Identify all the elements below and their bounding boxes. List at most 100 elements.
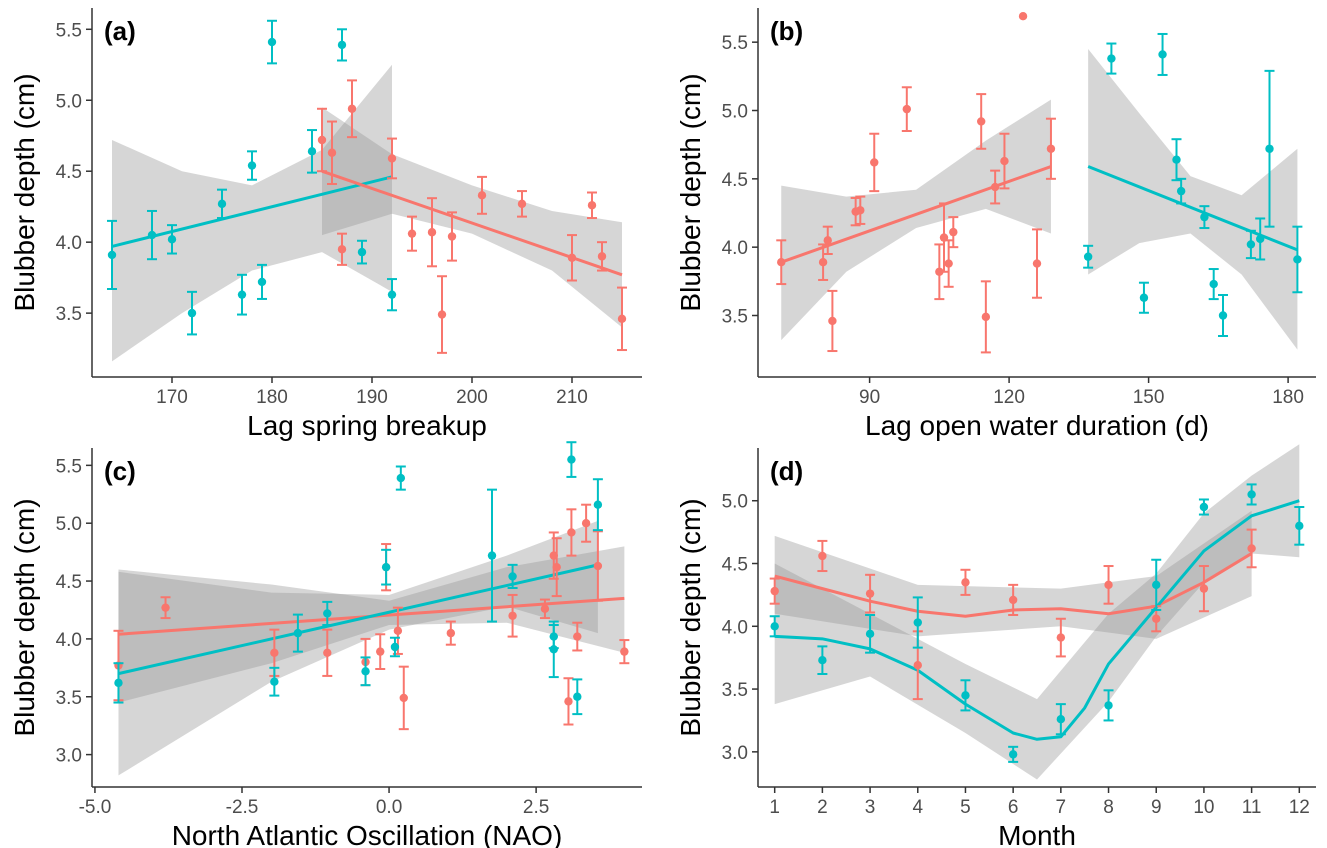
- data-point-red: [597, 252, 607, 261]
- data-point-teal: [167, 235, 177, 244]
- panel-c: -5.0 -2.5 0.0 2.5 3.0 3.5 4.0 4.5 5.0 5.5 North At…: [9, 441, 642, 848]
- x-tick-label: -5.0: [79, 797, 112, 818]
- confidence-band-teal: [774, 444, 1300, 780]
- data-point-red: [1046, 144, 1056, 153]
- panel-a: 170 180 190 200 210 3.5 4.0 4.5 5.0 5.5 Lag spring…: [9, 8, 642, 441]
- x-tick-label: 180: [1272, 387, 1304, 408]
- data-point-red: [961, 578, 970, 587]
- data-point-teal: [1158, 50, 1167, 59]
- data-point-teal: [567, 455, 576, 464]
- data-point-teal: [390, 642, 400, 652]
- x-tick-label: 190: [356, 387, 388, 408]
- y-tick-label: 5.5: [56, 456, 82, 477]
- data-point-teal: [1293, 255, 1302, 264]
- x-axis-title: Lag open water duration (d): [865, 410, 1209, 441]
- data-point-teal: [865, 629, 875, 639]
- x-tick-label: 150: [1133, 387, 1165, 408]
- fit-line-red: [780, 165, 1052, 264]
- data-point-red: [818, 551, 827, 561]
- x-axis-title: Lag spring breakup: [247, 410, 487, 441]
- fit-line-teal: [118, 563, 599, 676]
- data-point-teal: [1200, 212, 1209, 222]
- data-point-red: [323, 648, 332, 657]
- x-axis-title: Month: [998, 820, 1076, 848]
- x-tick-label: 7: [1056, 797, 1067, 818]
- data-point-red: [552, 562, 561, 572]
- data-point-teal: [1256, 234, 1265, 244]
- data-point-teal: [549, 645, 558, 654]
- data-point-red: [1000, 156, 1009, 166]
- y-tick-label: 4.5: [722, 170, 748, 191]
- confidence-band-teal: [1088, 49, 1298, 350]
- x-tick-label: 3: [865, 797, 876, 818]
- y-tick-label: 3.0: [722, 743, 748, 764]
- x-tick-label: 1: [769, 797, 780, 818]
- data-point-red: [327, 148, 337, 157]
- data-point-red: [270, 648, 279, 657]
- fit-line-teal: [111, 175, 393, 248]
- data-point-teal: [387, 290, 397, 299]
- x-tick-label: 0.0: [376, 797, 402, 818]
- y-tick-label: 5.5: [722, 33, 748, 54]
- data-point-red: [818, 258, 828, 267]
- y-tick-label: 5.0: [56, 91, 82, 112]
- data-point-teal: [361, 667, 370, 676]
- data-point-red: [856, 206, 865, 215]
- data-point-red: [317, 135, 327, 145]
- data-point-teal: [1247, 490, 1256, 499]
- confidence-band-teal: [118, 520, 598, 776]
- data-point-teal: [257, 277, 267, 287]
- y-tick-label: 4.0: [722, 617, 748, 638]
- data-point-teal: [818, 655, 827, 665]
- data-point-teal: [1265, 144, 1274, 153]
- data-point-red: [977, 117, 986, 126]
- data-point-red: [393, 626, 403, 636]
- data-point-red: [337, 245, 347, 254]
- panel-label: (d): [770, 456, 803, 486]
- data-point-teal: [396, 473, 406, 483]
- data-point-teal: [1199, 502, 1209, 512]
- x-tick-label: 5: [960, 797, 971, 818]
- x-tick-label: 180: [256, 387, 288, 408]
- data-point-red: [823, 236, 832, 245]
- data-point-red: [387, 154, 397, 163]
- data-point-red: [944, 259, 953, 268]
- data-point-red: [902, 104, 911, 114]
- x-tick-label: 8: [1103, 797, 1114, 818]
- data-point-teal: [1056, 715, 1066, 724]
- data-point-red: [828, 316, 837, 326]
- data-point-red: [399, 693, 408, 703]
- y-tick-label: 4.5: [56, 162, 82, 183]
- x-tick-label: 9: [1151, 797, 1162, 818]
- data-point-red: [1152, 614, 1161, 623]
- data-point-red: [1018, 12, 1028, 21]
- panel-b: 90 120 150 180 3.5 4.0 4.5 5.0 5.5 Lag open water…: [675, 8, 1316, 441]
- data-point-teal: [270, 677, 279, 686]
- data-point-teal: [573, 692, 582, 701]
- y-axis-title: Blubber depth (cm): [675, 73, 706, 311]
- data-point-red: [1247, 544, 1256, 553]
- data-point-teal: [593, 500, 603, 509]
- data-point-red: [540, 604, 550, 614]
- x-tick-label: 170: [156, 387, 188, 408]
- data-point-teal: [487, 551, 497, 560]
- y-axis-title: Blubber depth (cm): [9, 73, 40, 311]
- panel-label: (b): [770, 16, 803, 46]
- y-tick-label: 3.5: [722, 307, 748, 328]
- data-point-teal: [1152, 580, 1161, 590]
- x-tick-label: -2.5: [226, 797, 259, 818]
- data-point-red: [1056, 633, 1066, 642]
- data-point-red: [870, 158, 879, 167]
- data-point-red: [564, 697, 573, 706]
- y-axis-title: Blubber depth (cm): [9, 498, 40, 736]
- data-point-red: [567, 528, 576, 537]
- data-point-red: [581, 519, 591, 528]
- data-point-teal: [267, 37, 277, 47]
- data-point-teal: [107, 250, 117, 260]
- data-point-teal: [237, 290, 247, 299]
- data-point-red: [437, 310, 447, 319]
- y-tick-label: 5.0: [722, 492, 748, 513]
- y-tick-label: 3.0: [56, 746, 82, 767]
- data-point-teal: [307, 147, 317, 156]
- data-point-teal: [961, 691, 970, 700]
